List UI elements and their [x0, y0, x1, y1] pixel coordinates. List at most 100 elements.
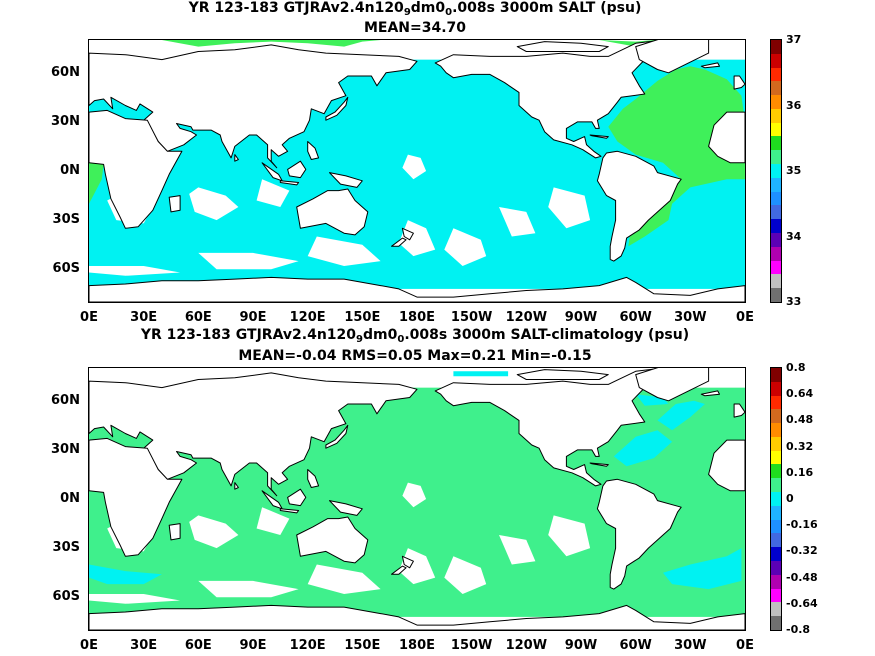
land-eurasia — [89, 44, 418, 169]
shallow-mask — [89, 266, 181, 276]
lat-tick-label: 30S — [52, 212, 80, 228]
title-subscript: 9 — [356, 334, 363, 345]
land-new-zealand-s — [391, 565, 407, 575]
colorbar-tick-label: 0 — [786, 492, 794, 505]
colorbar-tick-label: 0.8 — [786, 361, 806, 374]
land-americas-s — [596, 150, 682, 262]
salinity-patch — [663, 548, 742, 590]
colorbar-swatch — [771, 588, 781, 603]
colorbar-tick-label: 33 — [786, 295, 802, 308]
colorbar-tick-label: 36 — [786, 98, 802, 112]
colorbar-swatch — [771, 381, 781, 396]
colorbar-swatch — [771, 136, 781, 151]
colorbar-anomaly — [770, 367, 782, 631]
land-cuba — [589, 134, 609, 139]
colorbar-swatch — [771, 191, 781, 206]
lat-tick-label: 60S — [52, 589, 80, 605]
colorbar-swatch — [771, 81, 781, 96]
shallow-mask — [402, 154, 427, 180]
colorbar-swatch — [771, 533, 781, 548]
shallow-mask — [198, 252, 299, 270]
colorbar-swatch — [771, 246, 781, 261]
salt-map-panel — [88, 39, 746, 303]
land-uk — [733, 75, 745, 90]
colorbar-swatch — [771, 436, 781, 451]
land-greenland — [635, 40, 710, 74]
colorbar-swatch — [771, 260, 781, 275]
colorbar-swatch — [771, 205, 781, 220]
shallow-mask — [256, 507, 290, 535]
map-svg — [89, 368, 745, 630]
shallow-mask — [499, 207, 536, 237]
lon-tick-label: 150W — [450, 638, 493, 653]
colorbar-swatch — [771, 505, 781, 520]
colorbar-tick-label: -0.64 — [786, 596, 818, 610]
colorbar-swatch — [771, 519, 781, 534]
colorbar-swatch — [771, 616, 781, 630]
lon-tick-label: 60W — [619, 310, 652, 325]
title-text: YR 123-183 GTJRAv2.4n120 — [188, 0, 404, 16]
land-java — [279, 508, 300, 514]
colorbar-swatch — [771, 560, 781, 575]
land-americas-n — [434, 368, 710, 487]
title-text: YR 123-183 GTJRAv2.4n120 — [140, 327, 357, 343]
colorbar-tick-label: 0.64 — [786, 387, 814, 401]
land-africa-west — [708, 111, 745, 164]
land-americas-s — [596, 478, 682, 590]
title-subscript: 9 — [403, 7, 411, 18]
land-greenland — [635, 368, 710, 402]
colorbar-swatch — [771, 219, 781, 233]
shallow-mask — [402, 482, 427, 508]
land-new-zealand-n — [401, 555, 414, 569]
colorbar-swatch — [771, 53, 781, 68]
colorbar-swatch — [771, 423, 781, 437]
shallow-mask — [548, 515, 591, 557]
lat-tick-label: 30S — [52, 540, 80, 556]
shallow-mask — [499, 535, 536, 565]
title-subscript: 0 — [445, 7, 453, 18]
colorbar-swatch — [771, 274, 781, 289]
colorbar-tick-label: 37 — [786, 33, 802, 46]
land-new-guinea — [329, 500, 363, 516]
colorbar-tick-label: -0.48 — [786, 570, 818, 584]
colorbar-swatch — [771, 492, 781, 506]
lon-tick-label: 120W — [505, 310, 548, 325]
land-africa — [89, 437, 183, 557]
colorbar-swatch — [771, 108, 781, 123]
lat-tick-label: 30N — [51, 441, 80, 457]
lon-tick-label: 90W — [564, 310, 598, 325]
colorbar-swatch — [771, 478, 781, 493]
land-iceland — [700, 390, 720, 397]
map-svg — [89, 40, 745, 302]
land-java — [279, 180, 300, 186]
land-africa — [89, 109, 183, 229]
salinity-patch — [608, 66, 745, 247]
land-borneo — [287, 488, 307, 507]
colorbar-swatch — [771, 122, 781, 137]
lon-tick-label: 60W — [619, 638, 652, 653]
title-text: dm0 — [363, 327, 398, 343]
colorbar-swatch — [771, 177, 781, 192]
land-arctic-islands — [516, 369, 609, 380]
colorbar-swatch — [771, 288, 781, 302]
salt-anomaly-map-panel — [88, 367, 746, 631]
shallow-mask — [189, 187, 239, 221]
colorbar-swatch — [771, 67, 781, 82]
lon-tick-label: 120E — [289, 638, 326, 653]
colorbar-swatch — [771, 547, 781, 561]
lon-tick-label: 90W — [564, 638, 598, 653]
land-philippines — [307, 141, 320, 160]
colorbar-swatch — [771, 574, 781, 589]
colorbar-tick-label: -0.32 — [786, 544, 818, 558]
lon-tick-label: 30W — [674, 310, 707, 325]
lat-tick-label: 60N — [51, 64, 80, 80]
colorbar-swatch — [771, 95, 781, 109]
shallow-mask — [548, 187, 591, 229]
land-sri-lanka — [234, 154, 239, 162]
shallow-mask — [307, 564, 381, 594]
shallow-mask — [198, 580, 299, 598]
lon-tick-label: 60E — [184, 638, 212, 653]
panel-1-title: YR 123-183 GTJRAv2.4n1209dm00.008s 3000m… — [0, 0, 830, 18]
lon-tick-label: 150W — [450, 310, 493, 325]
colorbar-swatch — [771, 232, 781, 247]
